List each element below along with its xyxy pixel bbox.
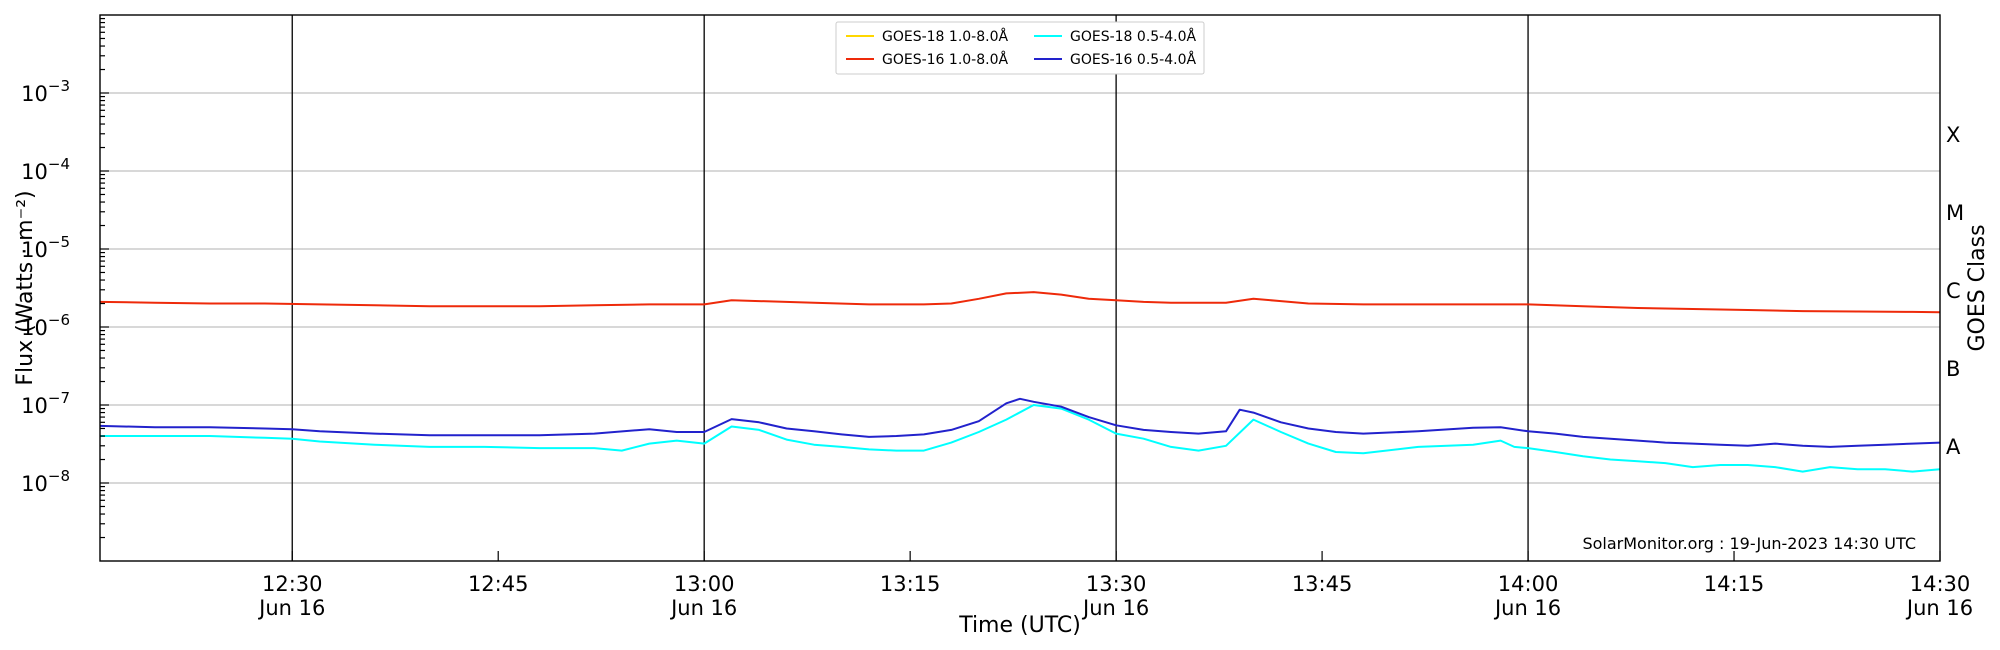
x-tick-date-label: Jun 16 bbox=[1493, 596, 1561, 620]
x-tick-label: 12:45 bbox=[468, 572, 529, 596]
goes-class-label: M bbox=[1946, 201, 1964, 225]
y-tick-label: 10−7 bbox=[21, 389, 70, 418]
x-tick-label: 14:00 bbox=[1498, 572, 1559, 596]
x-tick-date-label: Jun 16 bbox=[257, 596, 325, 620]
x-tick-label: 13:00 bbox=[674, 572, 735, 596]
source-annotation: SolarMonitor.org : 19-Jun-2023 14:30 UTC bbox=[1582, 534, 1916, 553]
plot-frame bbox=[99, 14, 1941, 562]
x-tick-date-label: Jun 16 bbox=[1081, 596, 1149, 620]
x-tick-label: 13:30 bbox=[1086, 572, 1147, 596]
x-tick-label: 13:15 bbox=[880, 572, 941, 596]
x-tick-label: 12:30 bbox=[262, 572, 323, 596]
y-tick-label: 10−6 bbox=[21, 311, 70, 340]
legend-label: GOES-18 1.0-8.0Å bbox=[882, 28, 1008, 45]
goes-class-label: C bbox=[1946, 279, 1961, 303]
goes-class-label: B bbox=[1946, 357, 1960, 381]
legend-label: GOES-16 1.0-8.0Å bbox=[882, 51, 1008, 68]
series-line-3 bbox=[99, 397, 1941, 448]
y-tick-label: 10−3 bbox=[21, 77, 70, 106]
legend: GOES-18 1.0-8.0Å GOES-16 1.0-8.0Å GOES-18 … bbox=[835, 21, 1205, 75]
vertical-time-markers bbox=[291, 15, 1529, 561]
x-tick-label: 13:45 bbox=[1292, 572, 1353, 596]
right-axis-title: GOES Class bbox=[1965, 224, 1990, 351]
goes-class-labels: A B C M X bbox=[1946, 123, 1964, 459]
grid-lines bbox=[100, 92, 1940, 484]
y-tick-label: 10−8 bbox=[21, 467, 70, 496]
y-tick-label: 10−5 bbox=[21, 233, 70, 262]
y-tick-label: 10−4 bbox=[21, 155, 70, 184]
x-axis-title: Time (UTC) bbox=[958, 613, 1081, 638]
series-lines bbox=[99, 291, 1941, 473]
x-tick-date-label: Jun 16 bbox=[1905, 596, 1973, 620]
series-line-2 bbox=[100, 404, 1941, 473]
y-axis-title: Flux (Watts · m⁻²) bbox=[13, 190, 38, 385]
goes-class-label: X bbox=[1946, 123, 1960, 147]
x-tick-date-label: Jun 16 bbox=[669, 596, 737, 620]
series-line-1 bbox=[99, 291, 1941, 314]
legend-label: GOES-18 0.5-4.0Å bbox=[1070, 28, 1196, 45]
x-tick-label: 14:15 bbox=[1704, 572, 1765, 596]
legend-label: GOES-16 0.5-4.0Å bbox=[1070, 51, 1196, 68]
legend-box bbox=[835, 21, 1205, 75]
x-tick-label: 14:30 bbox=[1910, 572, 1971, 596]
goes-class-label: A bbox=[1946, 435, 1961, 459]
y-axis-ticks: 10−8 10−7 10−6 10−5 10−4 10−3 bbox=[21, 17, 109, 539]
